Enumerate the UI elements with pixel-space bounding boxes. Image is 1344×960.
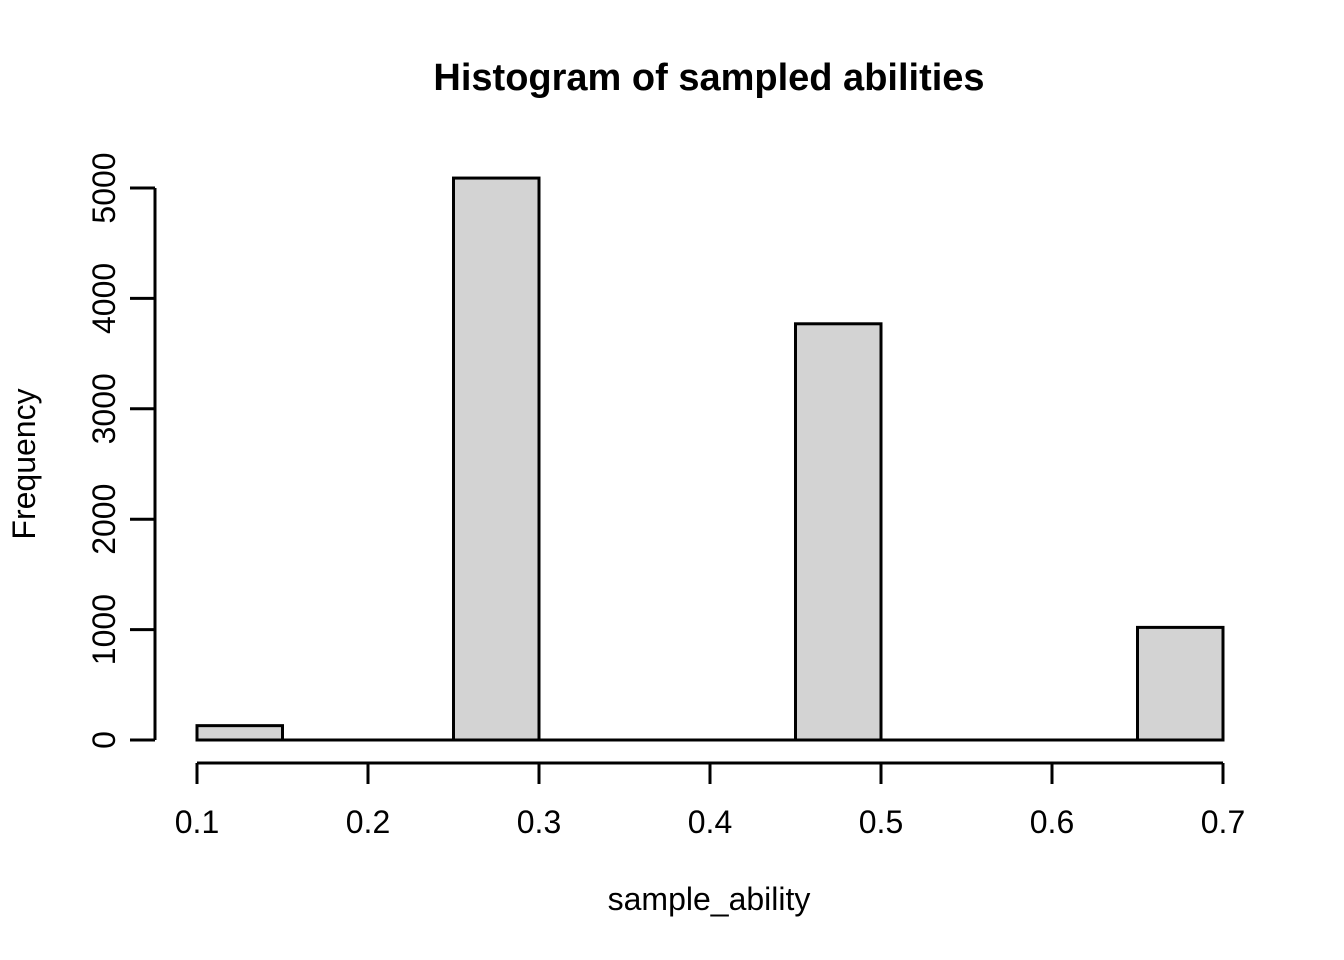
chart-title: Histogram of sampled abilities	[433, 57, 985, 99]
histogram-bar	[452, 176, 541, 742]
y-axis-tick-label: 1000	[86, 594, 122, 665]
x-axis-tick-label: 0.3	[517, 804, 561, 840]
y-axis-tick-label: 2000	[86, 484, 122, 555]
histogram-bar	[794, 322, 883, 742]
x-axis-tick-label: 0.2	[346, 804, 390, 840]
y-axis-tick-label: 0	[86, 731, 122, 749]
x-axis-tick-label: 0.1	[175, 804, 219, 840]
x-axis-tick-label: 0.4	[688, 804, 732, 840]
histogram-bar	[1136, 625, 1225, 742]
histogram-bar	[195, 724, 284, 742]
x-axis-tick-label: 0.5	[859, 804, 903, 840]
x-axis-tick-label: 0.7	[1201, 804, 1245, 840]
y-axis-tick-label: 5000	[86, 152, 122, 223]
x-axis-tick-label: 0.6	[1030, 804, 1074, 840]
y-axis-tick-label: 4000	[86, 263, 122, 334]
y-axis-tick-label: 3000	[86, 373, 122, 444]
x-axis-title: sample_ability	[607, 881, 811, 917]
